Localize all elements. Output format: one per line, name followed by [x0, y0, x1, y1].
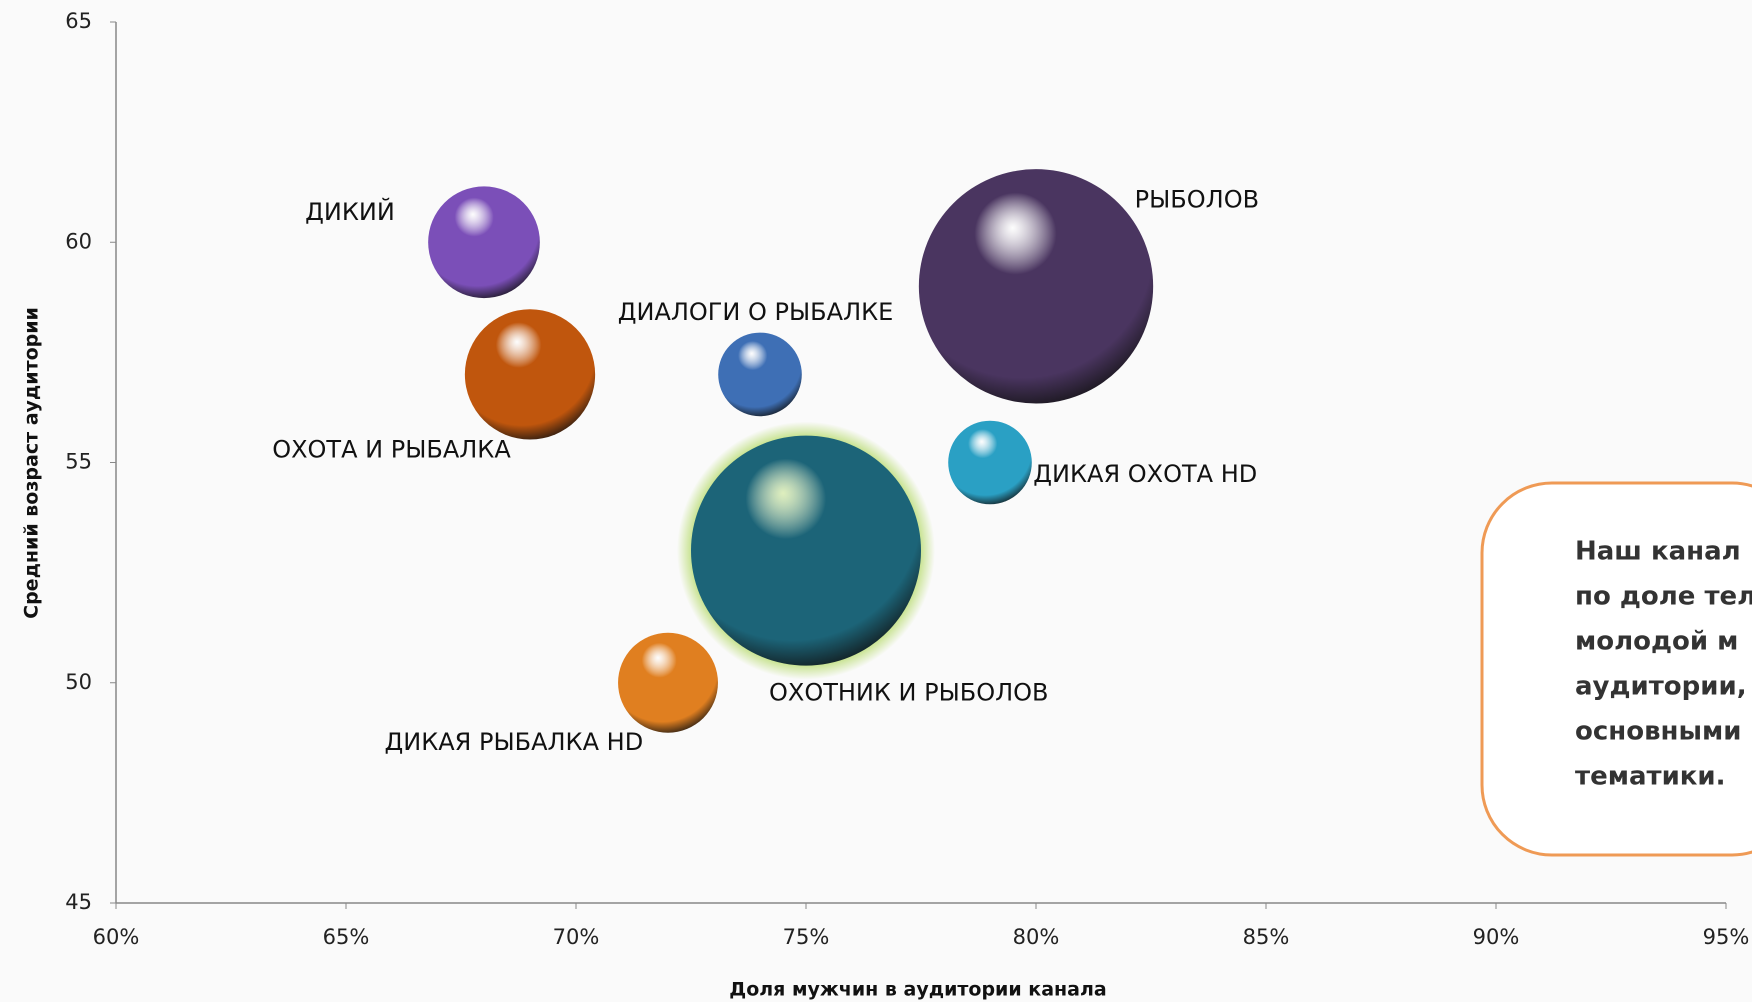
- y-axis-title: Средний возраст аудитории: [21, 307, 43, 619]
- x-tick-label: 85%: [1243, 925, 1290, 949]
- bubble: [464, 309, 596, 440]
- bubble-label: ДИКАЯ ОХОТА HD: [1033, 460, 1257, 488]
- y-tick-label: 50: [65, 670, 92, 694]
- y-tick-label: 55: [65, 450, 92, 474]
- x-tick-label: 70%: [553, 925, 600, 949]
- x-tick-label: 75%: [783, 925, 830, 949]
- bubble: [690, 435, 922, 666]
- bubble-label: ОХОТНИК И РЫБОЛОВ: [769, 679, 1049, 707]
- x-tick-label: 65%: [323, 925, 370, 949]
- x-axis-title: Доля мужчин в аудитории канала: [729, 979, 1106, 1001]
- annotation-text: Наш канал: [1575, 537, 1741, 567]
- x-tick-label: 80%: [1013, 925, 1060, 949]
- bubble-label: ОХОТА И РЫБАЛКА: [272, 435, 511, 463]
- bubble-label: РЫБОЛОВ: [1135, 185, 1259, 213]
- x-tick-label: 60%: [93, 925, 140, 949]
- bubble: [918, 169, 1154, 404]
- annotation-text: основными: [1575, 717, 1742, 747]
- bubble-label: ДИАЛОГИ О РЫБАЛКЕ: [618, 298, 894, 326]
- bubble: [618, 632, 718, 733]
- y-tick-label: 65: [65, 9, 92, 33]
- y-tick-label: 60: [65, 229, 92, 253]
- bubble: [428, 186, 540, 299]
- annotation-text: молодой м: [1575, 627, 1738, 657]
- y-tick-label: 45: [65, 890, 92, 914]
- bubble: [948, 420, 1032, 505]
- bubble-label: ДИКИЙ: [305, 197, 395, 226]
- annotation-text: тематики.: [1575, 762, 1726, 792]
- annotation-text: аудитории,: [1575, 672, 1747, 702]
- annotation-text: по доле тел: [1575, 582, 1752, 612]
- x-tick-label: 95%: [1703, 925, 1750, 949]
- bubble: [718, 332, 802, 417]
- bubble-label: ДИКАЯ РЫБАЛКА HD: [385, 728, 644, 756]
- x-tick-label: 90%: [1473, 925, 1520, 949]
- annotation-box: [1480, 481, 1752, 857]
